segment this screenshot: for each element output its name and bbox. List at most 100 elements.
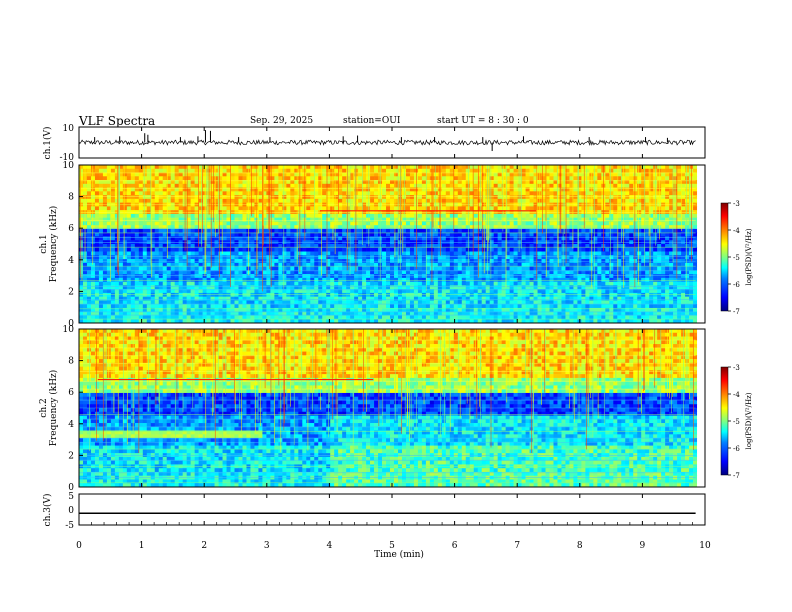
- ch1-spec-cell: [649, 187, 654, 192]
- ch1-spec-cell: [138, 176, 144, 181]
- ch1-spec-cell: [386, 247, 391, 252]
- ch1-spec-cell: [322, 266, 327, 271]
- ch1-spec-cell: [194, 168, 199, 173]
- ch1-spec-cell: [617, 187, 622, 192]
- ch1-spec-cell: [445, 172, 451, 177]
- ch1-spec-cell: [270, 236, 275, 241]
- ch1-spec-cell: [102, 213, 108, 218]
- ch1-spec-cell: [266, 236, 271, 241]
- ch1-spec-cell: [106, 225, 112, 230]
- ch1-spec-cell: [701, 213, 706, 218]
- ch1-spec-cell: [481, 191, 486, 196]
- ch1-spec-cell: [154, 217, 160, 222]
- ch1-spec-cell: [505, 180, 510, 185]
- ch1-spec-cell: [637, 236, 642, 241]
- ch1-spec-cell: [370, 274, 375, 279]
- ch1-spec-cell: [685, 180, 690, 185]
- ch1-spec-cell: [358, 172, 363, 177]
- ch1-spec-cell: [170, 236, 175, 241]
- ch1-spec-cell: [82, 274, 88, 279]
- ch1-spec-cell: [533, 195, 538, 200]
- ch1-spec-cell: [613, 165, 618, 170]
- ch1-spec-cell: [142, 198, 148, 203]
- ch1-spec-cell: [79, 221, 84, 226]
- ch1-spec-cell: [374, 213, 379, 218]
- ch1-spec-cell: [481, 183, 486, 188]
- ch1-spec-cell: [118, 244, 124, 249]
- ch1-spec-cell: [386, 191, 391, 196]
- ch1-spec-cell: [102, 247, 108, 252]
- ch1-spec-cell: [405, 221, 411, 226]
- ch1-spec-cell: [645, 251, 650, 256]
- ch1-spec-cell: [270, 183, 275, 188]
- ch1-spec-cell: [445, 247, 451, 252]
- ch1-spec-cell: [485, 251, 490, 256]
- ch1-spec-cell: [362, 187, 367, 192]
- ch1-spec-cell: [178, 191, 183, 196]
- ch1-spec-cell: [441, 206, 447, 211]
- ch1-spec-cell: [497, 165, 502, 170]
- ch1-spec-cell: [513, 172, 518, 177]
- ch1-spec-cell: [497, 206, 502, 211]
- ch1-spec-cell: [198, 180, 203, 185]
- ch1-spec-cell: [178, 198, 183, 203]
- ch1-spec-cell: [314, 232, 319, 237]
- ch1-spec-cell: [334, 168, 339, 173]
- ch1-spec-cell: [206, 259, 211, 264]
- ch1-spec-cell: [449, 232, 455, 237]
- ch1-spec-cell: [178, 281, 183, 286]
- ch1-spec-cell: [102, 277, 108, 282]
- ch1-spec-cell: [701, 180, 706, 185]
- ch1-spec-cell: [110, 281, 116, 286]
- ch1-spec-cell: [258, 217, 263, 222]
- ch1-spec-cell: [613, 172, 618, 177]
- ch1-spec-cell: [290, 206, 295, 211]
- ch1-spec-cell: [306, 217, 311, 222]
- ch1-spec-cell: [314, 228, 319, 234]
- ch1-spec-cell: [409, 217, 415, 222]
- ch1-spec-cell: [386, 172, 391, 177]
- ch1-spec-cell: [549, 165, 554, 170]
- ch1-spec-cell: [529, 183, 534, 188]
- ch1-spec-cell: [278, 198, 283, 203]
- ch1-spec-cell: [146, 251, 152, 256]
- ch1-spec-cell: [114, 176, 120, 181]
- ch1-spec-cell: [417, 180, 423, 185]
- ch1-spec-cell: [641, 168, 646, 173]
- ch1-spec-cell: [314, 281, 319, 286]
- ch1-spec-cell: [266, 259, 271, 264]
- ch1-spec-cell: [310, 281, 315, 286]
- ch1-spec-cell: [669, 236, 674, 241]
- ch1-spec-cell: [118, 274, 124, 279]
- ch1-spec-cell: [190, 213, 195, 218]
- ch1-spec-cell: [358, 187, 363, 192]
- ch1-spec-cell: [533, 165, 538, 170]
- ch1-spec-cell: [230, 183, 235, 188]
- ch1-spec-cell: [166, 217, 172, 222]
- ch1-spec-cell: [653, 191, 658, 196]
- ch1-spec-cell: [625, 191, 630, 196]
- ch1-spec-cell: [677, 236, 682, 241]
- ch1-spec-cell: [190, 228, 195, 234]
- ch1-spec-cell: [214, 266, 219, 271]
- ch1-spec-cell: [469, 187, 475, 192]
- ch1-spec-cell: [79, 281, 84, 286]
- ch1-spec-cell: [513, 183, 518, 188]
- ch1-spec-cell: [465, 191, 471, 196]
- ch1-spec-cell: [633, 183, 638, 188]
- ch1-spec-cell: [334, 187, 339, 192]
- ch1-spec-cell: [493, 206, 498, 211]
- ch1-spec-cell: [122, 251, 128, 256]
- ch1-spec-cell: [106, 217, 112, 222]
- ch1-spec-cell: [138, 244, 144, 249]
- ch1-spec-cell: [493, 165, 498, 170]
- ch1-spec-cell: [106, 281, 112, 286]
- ch1-spec-cell: [541, 274, 546, 279]
- ch1-spec-cell: [138, 213, 144, 218]
- ch1-spec-cell: [405, 206, 411, 211]
- ch1-spec-cell: [290, 195, 295, 200]
- ch1-spec-cell: [182, 281, 187, 286]
- ch1-spec-cell: [497, 183, 502, 188]
- ch1-spec-cell: [170, 176, 175, 181]
- ch1-spec-cell: [126, 236, 132, 241]
